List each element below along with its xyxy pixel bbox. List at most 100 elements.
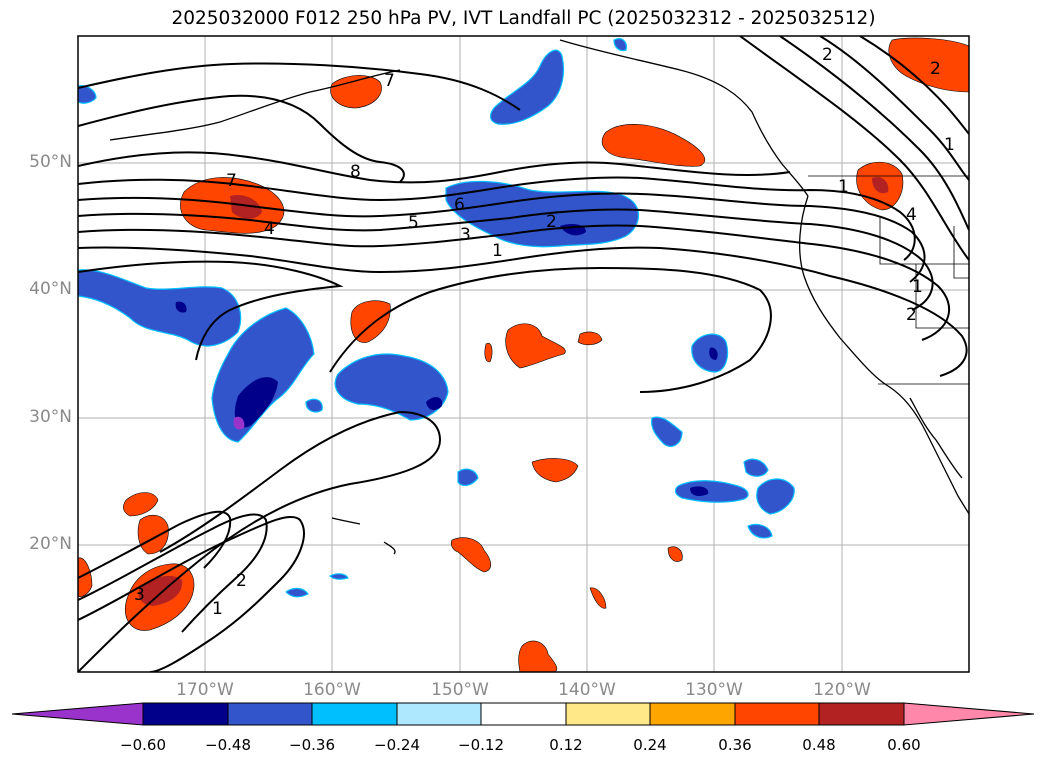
pos-blob-sw-4 bbox=[78, 557, 93, 597]
contour-17 bbox=[739, 36, 969, 261]
neg-blob-west-2-max bbox=[233, 416, 245, 430]
contour-label-3: 3 bbox=[460, 225, 471, 245]
contour-label-7b: 7 bbox=[384, 71, 395, 91]
neg-blob-sw-2 bbox=[285, 587, 309, 598]
lon-label-120w: 120°W bbox=[813, 680, 871, 700]
neg-blob-west-4 bbox=[305, 398, 323, 413]
coast-hawaii bbox=[331, 517, 396, 555]
contour-18 bbox=[859, 36, 969, 135]
colorbar-bin-6 bbox=[565, 702, 651, 726]
pos-blob-mid-4 bbox=[484, 342, 493, 363]
contour-14 bbox=[78, 510, 232, 579]
coast-baja-gulf bbox=[909, 397, 963, 479]
neg-blob-east-3 bbox=[674, 480, 749, 503]
contour-label-4b: 4 bbox=[906, 205, 917, 225]
contour-label-1a: 1 bbox=[492, 241, 503, 261]
contour-label-8: 8 bbox=[350, 162, 361, 182]
border-states bbox=[879, 216, 969, 329]
pos-blob-ne-corner bbox=[888, 37, 969, 93]
colorbar-extend-right bbox=[903, 702, 1035, 726]
neg-blob-east-6 bbox=[747, 523, 773, 539]
contour-10 bbox=[329, 266, 772, 393]
colorbar-bin-8 bbox=[734, 702, 820, 726]
colorbar-tick-3: −0.36 bbox=[289, 736, 335, 754]
contour-label-2d: 2 bbox=[236, 571, 247, 591]
contour-label-2e: 2 bbox=[906, 305, 917, 325]
pos-blob-subtrop-2 bbox=[450, 537, 492, 573]
contour-3 bbox=[78, 151, 791, 184]
contour-9 bbox=[78, 260, 344, 361]
negative-anomalies bbox=[78, 38, 795, 598]
lat-label-30: 30°N bbox=[29, 407, 72, 427]
pos-blob-sw-1 bbox=[123, 492, 159, 517]
neg-blob-sw-3 bbox=[328, 573, 349, 580]
contour-label-7a: 7 bbox=[226, 171, 237, 191]
pos-blob-pnw-core bbox=[872, 176, 889, 194]
neg-blob-east-3-core bbox=[690, 486, 709, 496]
figure-title: 2025032000 F012 250 hPa PV, IVT Landfall… bbox=[171, 8, 876, 29]
pos-blob-mid-3 bbox=[577, 331, 603, 346]
neg-blob-sw-1 bbox=[457, 468, 479, 487]
lon-label-170w: 170°W bbox=[176, 680, 234, 700]
contour-1 bbox=[78, 62, 521, 111]
neg-blob-east-4 bbox=[743, 458, 769, 477]
contour-label-1c: 1 bbox=[838, 177, 849, 197]
contour-15 bbox=[819, 36, 969, 181]
pos-blob-subtrop-1 bbox=[531, 458, 579, 483]
positive-anomalies bbox=[78, 37, 969, 672]
neg-blob-alaska bbox=[489, 49, 565, 125]
colorbar-tick-6: 0.12 bbox=[549, 736, 583, 754]
pos-blob-mid-2 bbox=[505, 323, 566, 369]
contour-12 bbox=[78, 515, 305, 672]
colorbar-tick-1: −0.60 bbox=[120, 736, 166, 754]
colorbar-bin-5 bbox=[480, 702, 567, 726]
contour-label-1b: 1 bbox=[944, 135, 955, 155]
contour-label-6: 6 bbox=[454, 195, 465, 215]
neg-blob-east-1-core bbox=[709, 347, 718, 360]
contour-6 bbox=[78, 208, 934, 311]
contour-label-1e: 1 bbox=[912, 277, 923, 297]
contour-label-2b: 2 bbox=[822, 45, 833, 65]
contour-label-2c: 2 bbox=[930, 59, 941, 79]
contour-labels: 8 7 6 5 4 3 2 1 7 2 1 2 1 4 2 1 3 2 1 bbox=[134, 45, 955, 619]
map-frame bbox=[77, 35, 970, 673]
pos-blob-gulf bbox=[601, 124, 706, 167]
colorbar-bin-1 bbox=[142, 702, 229, 726]
contour-13 bbox=[78, 513, 268, 633]
colorbar-bin-3 bbox=[311, 702, 398, 726]
colorbar-tick-8: 0.36 bbox=[718, 736, 752, 754]
contour-16 bbox=[779, 36, 969, 231]
colorbar-tick-5: −0.12 bbox=[458, 736, 504, 754]
lon-label-150w: 150°W bbox=[431, 680, 489, 700]
colorbar-tick-4: −0.24 bbox=[374, 736, 420, 754]
neg-blob-n-alaska bbox=[613, 38, 627, 52]
contour-label-4a: 4 bbox=[264, 219, 275, 239]
colorbar-tick-7: 0.24 bbox=[633, 736, 667, 754]
colorbar-extend-left bbox=[11, 702, 144, 726]
contour-label-2a: 2 bbox=[546, 212, 557, 232]
coast-alaska-peninsula bbox=[109, 69, 401, 141]
contour-4 bbox=[78, 176, 916, 261]
contour-label-1d: 1 bbox=[212, 599, 223, 619]
contour-8 bbox=[78, 246, 968, 377]
pos-blob-subtrop-4 bbox=[589, 587, 607, 609]
contour-11 bbox=[78, 410, 442, 672]
colorbar-bin-4 bbox=[396, 702, 482, 726]
lon-label-140w: 140°W bbox=[558, 680, 616, 700]
lat-label-40: 40°N bbox=[29, 279, 72, 299]
coast-gulf-alaska bbox=[559, 39, 809, 197]
colorbar-tick-9: 0.48 bbox=[802, 736, 836, 754]
colorbar bbox=[11, 702, 1035, 726]
colorbar-bin-7 bbox=[649, 702, 736, 726]
borders bbox=[808, 175, 969, 385]
contour-label-5: 5 bbox=[408, 213, 419, 233]
contour-5 bbox=[78, 192, 926, 283]
lat-label-50: 50°N bbox=[29, 152, 72, 172]
pos-blob-subtrop-3 bbox=[667, 546, 683, 562]
contour-7 bbox=[78, 224, 951, 341]
lat-label-20: 20°N bbox=[29, 534, 72, 554]
neg-blob-west-2-core bbox=[234, 377, 278, 428]
neg-blob-west-3 bbox=[334, 353, 449, 421]
lon-label-130w: 130°W bbox=[685, 680, 743, 700]
